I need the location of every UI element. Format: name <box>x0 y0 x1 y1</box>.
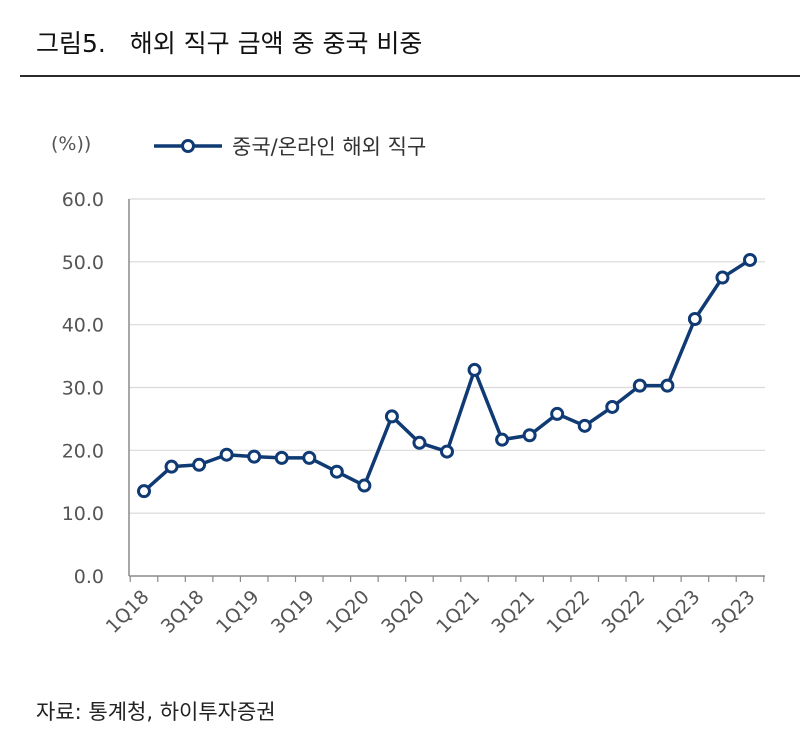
data-point <box>357 478 372 493</box>
data-point <box>329 464 344 479</box>
x-tick-label: 3Q18 <box>157 586 209 638</box>
data-point <box>605 399 620 414</box>
y-tick-label: 0.0 <box>74 566 104 588</box>
data-point <box>164 459 179 474</box>
x-tick-label: 3Q20 <box>377 586 429 638</box>
data-point <box>632 378 647 393</box>
data-point <box>743 252 757 267</box>
data-point <box>715 270 730 285</box>
data-point <box>577 418 592 433</box>
legend-label: 중국/온라인 해외 직구 <box>232 135 426 159</box>
y-tick-label: 40.0 <box>62 315 104 337</box>
line-chart: (%)) 중국/온라인 해외 직구 60.0 50.0 40.0 30.0 20.0 10… <box>51 133 765 638</box>
x-tick-label: 3Q22 <box>598 586 650 638</box>
data-point <box>274 450 289 465</box>
x-tick-label: 3Q21 <box>487 586 539 638</box>
data-point <box>550 406 565 421</box>
y-tick-labels: 60.0 50.0 40.0 30.0 20.0 10.0 0.0 <box>62 189 104 588</box>
x-tick-label: 3Q19 <box>267 586 319 638</box>
gridlines <box>129 198 765 514</box>
data-point <box>247 449 262 464</box>
y-tick-label: 60.0 <box>62 189 104 211</box>
x-tick-labels: 1Q18 3Q18 1Q19 3Q19 1Q20 3Q20 1Q21 3Q21 1Q22 3Q22… <box>102 586 760 638</box>
data-point <box>522 428 537 443</box>
data-point <box>384 409 399 424</box>
data-point <box>137 484 151 499</box>
legend-point-marker <box>181 139 195 153</box>
y-axis-unit-label: (%)) <box>51 133 91 155</box>
axes <box>128 199 765 582</box>
data-point <box>302 450 317 465</box>
x-tick-label: 1Q22 <box>542 586 594 638</box>
source-note: 자료: 통계청, 하이투자증권 <box>36 700 276 724</box>
data-point <box>219 447 234 462</box>
y-tick-label: 20.0 <box>62 440 104 462</box>
data-point <box>687 312 702 327</box>
x-tick-label: 1Q18 <box>102 586 154 638</box>
data-point <box>660 378 675 393</box>
data-point <box>495 432 510 447</box>
y-tick-label: 50.0 <box>62 252 104 274</box>
data-point <box>192 457 207 472</box>
x-tick-label: 1Q21 <box>432 586 484 638</box>
data-point <box>412 435 427 450</box>
x-tick-label: 1Q19 <box>212 586 264 638</box>
y-tick-label: 30.0 <box>62 378 104 400</box>
x-tick-label: 1Q20 <box>322 586 374 638</box>
x-tick-label: 3Q23 <box>708 586 760 638</box>
y-tick-label: 10.0 <box>62 503 104 525</box>
series-line <box>137 252 757 499</box>
x-tick-label: 1Q23 <box>653 586 705 638</box>
legend: 중국/온라인 해외 직구 <box>154 135 426 159</box>
title-divider <box>20 75 800 77</box>
figure-title: 그림5. 해외 직구 금액 중 중국 비중 <box>36 29 423 58</box>
data-point <box>467 362 482 377</box>
data-point <box>440 444 454 459</box>
